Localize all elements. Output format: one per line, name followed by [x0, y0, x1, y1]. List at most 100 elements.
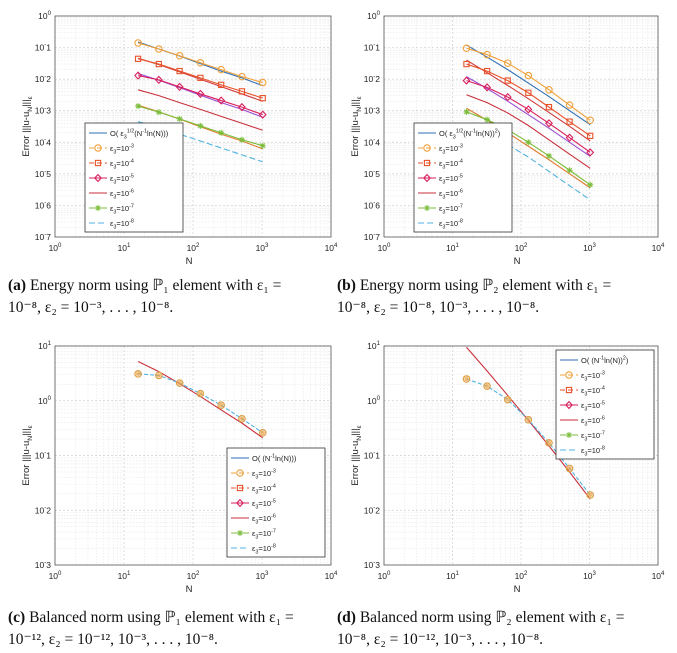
data-point [175, 379, 184, 387]
chart-panel-d: 100 101 102 103 104 10-3 10-2 10-1 100 101 N Error … [350, 340, 665, 595]
legend-marker [95, 205, 101, 211]
data-point-fill [156, 373, 162, 378]
caption-d-line1: Balanced norm using ℙ₂ element with ε₁ = [359, 609, 625, 626]
data-point [483, 50, 491, 59]
legend-marker [565, 371, 573, 379]
data-point-fill [260, 430, 265, 435]
data-point [586, 116, 594, 124]
legend-entry: ε3=10-6 [439, 189, 463, 201]
legend-entry: ε3=10-7 [581, 431, 605, 443]
caption-c-tag: (c) [8, 609, 26, 626]
data-point [155, 109, 162, 116]
data-point [462, 76, 471, 85]
data-point-fill [546, 440, 552, 446]
x-tick-label: 101 [118, 570, 131, 581]
legend-entry: ε3=10-5 [252, 499, 276, 511]
legend-entry: ε3=10-6 [581, 416, 605, 428]
y-tick-label: 100 [367, 10, 380, 21]
series-line [466, 80, 591, 153]
legend-entry: ε3=10-5 [439, 174, 463, 186]
data-point [134, 370, 142, 378]
chart-panel-c: 100 101 102 103 104 10-3 10-2 10-1 100 101 N Error … [21, 340, 338, 595]
legend-marker [423, 159, 431, 167]
data-point [238, 72, 246, 81]
data-point [545, 119, 553, 128]
caption-a-line1: Energy norm using ℙ₁ element with ε₁ = [29, 277, 282, 294]
x-tick-label: 102 [515, 242, 528, 253]
data-point [545, 439, 553, 447]
legend-marker [423, 144, 431, 152]
caption-b-line1: Energy norm using ℙ₂ element with ε₁ = [359, 277, 612, 294]
y-tick-label: 10-2 [364, 73, 381, 84]
chart-panel-b: 100 101 102 103 104 10-7 10-6 10-5 10-4 10-3 10-2 1… [350, 10, 665, 267]
legend-entry: ε3=10-4 [110, 159, 134, 171]
plot-frame [383, 345, 659, 566]
data-point [504, 77, 511, 84]
x-tick-label: 102 [515, 570, 528, 581]
data-point [155, 45, 163, 53]
x-tick-label: 103 [583, 570, 596, 581]
legend-marker [565, 400, 573, 410]
data-point-fill [505, 397, 510, 402]
legend-entry: ε3=10-5 [110, 174, 134, 186]
plot-frame [54, 15, 332, 238]
data-point [218, 129, 225, 136]
y-tick-label: 10-6 [364, 200, 381, 211]
y-axis-label: Error |||u-uN|||ε [21, 96, 34, 156]
x-axis-label: N [186, 584, 193, 595]
legend-marker [565, 386, 573, 394]
data-point [524, 71, 533, 80]
y-tick-label: 10-1 [364, 42, 381, 53]
legend-marker [423, 173, 431, 183]
caption-b-line2: 10⁻⁸, ε₂ = 10⁻⁸, 10⁻³, . . . , 10⁻⁸. [337, 299, 540, 316]
data-point [196, 89, 205, 99]
y-tick-label: 10-5 [35, 168, 52, 179]
data-point [483, 382, 491, 390]
series-line [466, 94, 591, 169]
x-tick-label: 102 [187, 242, 200, 253]
data-point [566, 118, 573, 125]
data-point [218, 81, 225, 88]
x-axis-label: N [514, 256, 521, 267]
series-line [137, 58, 263, 99]
caption-a: (a) Energy norm using ℙ₁ element with ε₁… [8, 275, 281, 319]
data-point [134, 55, 142, 62]
plot-frame [54, 345, 332, 566]
data-point [566, 167, 573, 174]
chart-panel-a: 100 101 102 103 104 10-7 10-6 10-5 10-4 10-3 10-2 1… [21, 10, 338, 267]
data-point [524, 105, 533, 114]
data-point [463, 108, 470, 115]
y-tick-label: 10-1 [35, 450, 52, 461]
y-tick-label: 10-4 [35, 136, 52, 147]
x-tick-label: 104 [325, 242, 338, 253]
data-point [197, 74, 204, 81]
y-tick-label: 10-2 [35, 504, 52, 515]
data-point-fill [464, 376, 469, 382]
y-tick-label: 10-6 [35, 200, 52, 211]
y-tick-label: 101 [367, 340, 380, 351]
data-point [238, 414, 246, 423]
data-point [237, 102, 246, 112]
legend-entry: ε3=10-4 [252, 484, 276, 496]
legend-entry: ε3=10-8 [581, 446, 605, 458]
data-point [258, 110, 267, 119]
y-axis-label: Error |||u-uN|||ε [350, 96, 363, 156]
data-point-fill [484, 383, 490, 389]
data-point [196, 389, 205, 398]
data-point-fill [135, 371, 141, 377]
caption-d: (d) Balanced norm using ℙ₂ element with … [337, 607, 624, 651]
data-point [217, 401, 225, 409]
data-point [259, 142, 266, 149]
data-point [545, 103, 553, 111]
legend-entry: ε3=10-3 [439, 144, 463, 156]
data-point [545, 86, 553, 94]
data-point [217, 96, 226, 105]
data-point [176, 67, 183, 75]
x-tick-label: 104 [325, 570, 338, 581]
legend-marker [94, 159, 102, 167]
data-point [484, 116, 491, 123]
caption-a-line2: 10⁻⁸, ε₂ = 10⁻³, . . . , 10⁻⁸. [8, 299, 174, 316]
caption-c-line2: 10⁻¹², ε₂ = 10⁻¹², 10⁻³, . . . , 10⁻⁸. [8, 631, 218, 648]
caption-d-line2: 10⁻⁸, ε₂ = 10⁻¹², 10⁻³, . . . , 10⁻⁸. [337, 631, 544, 648]
